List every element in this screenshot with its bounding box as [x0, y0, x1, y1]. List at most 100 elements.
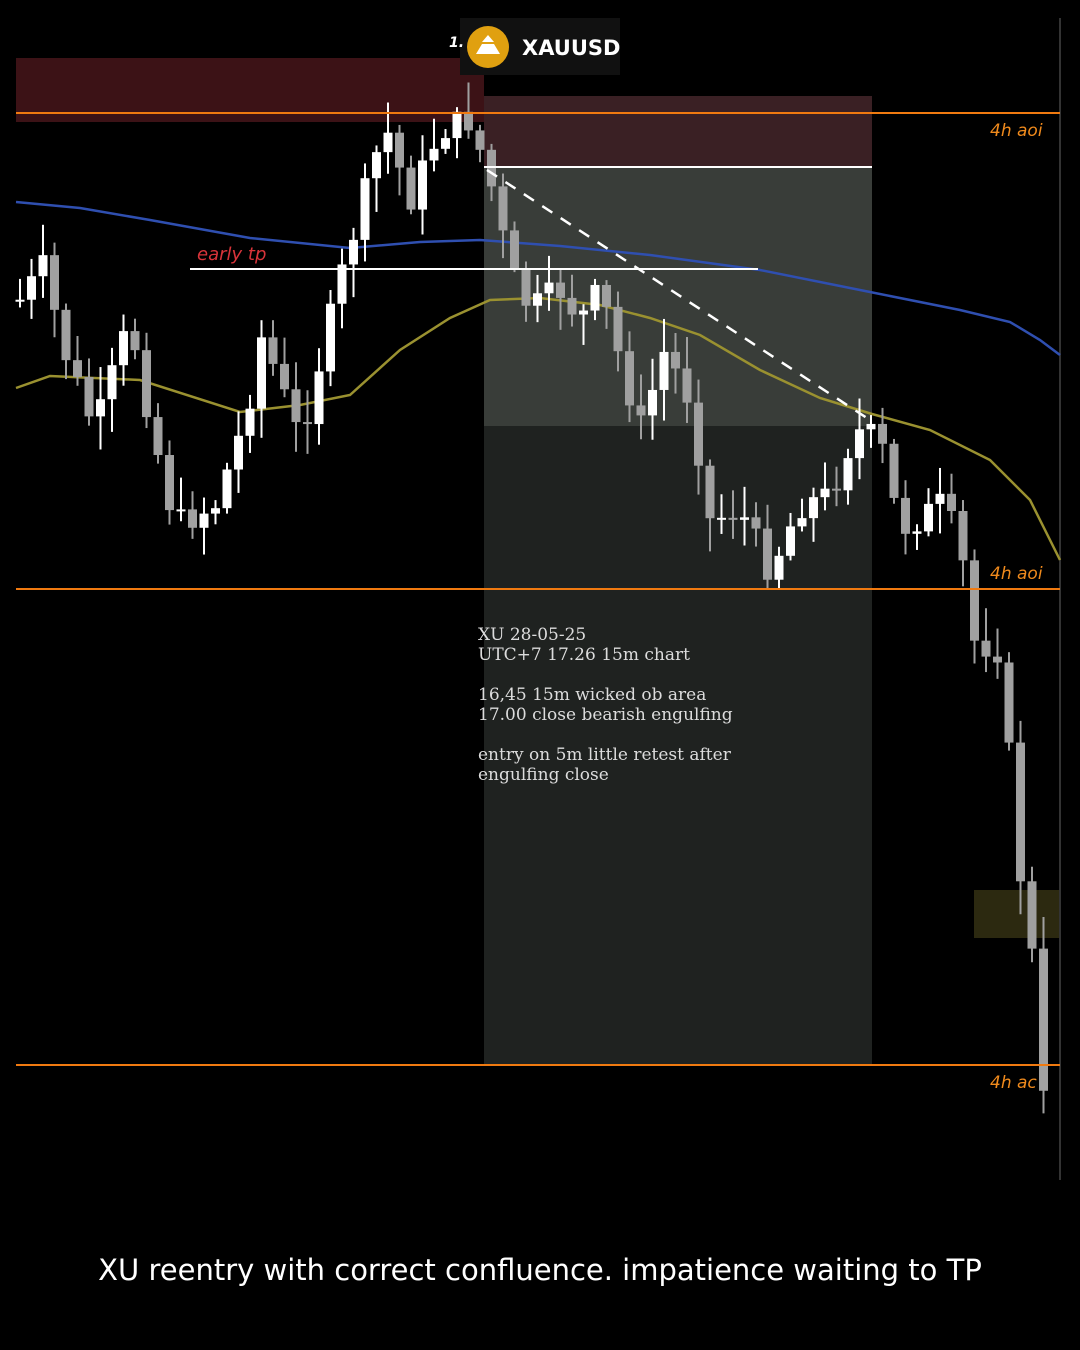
candle-body — [268, 337, 278, 364]
candle-body — [27, 276, 36, 300]
candle-body — [510, 230, 519, 269]
symbol: XAUUSD — [522, 36, 620, 60]
note-line: 16,45 15m wicked ob area — [478, 685, 706, 705]
candle-body — [843, 458, 853, 491]
candle-body — [786, 526, 795, 556]
candle-body — [234, 435, 243, 470]
candle-body — [383, 132, 393, 153]
candle-body — [590, 284, 600, 311]
candle-body — [464, 111, 473, 131]
level-label: 4h ac — [990, 1073, 1037, 1093]
candle-body — [142, 350, 151, 418]
candle-body — [176, 509, 186, 512]
candle-body — [544, 282, 554, 294]
candle-body — [130, 331, 140, 351]
candle-body — [84, 377, 94, 417]
candle-body — [418, 160, 427, 210]
candle-body — [303, 422, 312, 425]
candle-body — [73, 360, 82, 378]
candle-body — [728, 517, 738, 520]
ma-slow — [15, 200, 1061, 356]
candle-body — [452, 111, 462, 139]
candle-body — [613, 306, 623, 352]
candle-body — [280, 363, 289, 390]
candle-body — [349, 239, 358, 265]
candle-body — [924, 503, 933, 532]
candle-body — [763, 528, 772, 580]
candle-body — [602, 284, 611, 307]
supply-zone — [16, 58, 484, 122]
candle-body — [1004, 662, 1014, 743]
fvg-zone — [974, 890, 1060, 938]
candle-body — [993, 656, 1002, 663]
candle-body — [889, 443, 899, 498]
candle-body — [636, 405, 646, 416]
candle-body — [740, 517, 749, 520]
trend-line — [486, 168, 871, 422]
candle-body — [648, 389, 657, 416]
candle-body — [625, 351, 634, 406]
candle-body — [257, 337, 266, 409]
candle-body — [717, 517, 726, 520]
candle-body — [1027, 881, 1037, 949]
candle-body — [797, 518, 807, 527]
candle-body — [291, 389, 301, 423]
candle-body — [245, 408, 255, 436]
candle-body — [866, 423, 876, 430]
level-label: 4h aoi — [990, 564, 1043, 584]
candle-body — [705, 465, 715, 519]
candle-body — [659, 351, 669, 390]
candle-body — [958, 510, 968, 561]
candle-body — [50, 255, 59, 310]
candle-body — [832, 488, 841, 491]
candle-body — [671, 351, 680, 369]
candle-body — [487, 149, 496, 187]
candle-body — [360, 178, 370, 240]
candle-body — [901, 497, 910, 534]
candle-body — [395, 132, 404, 168]
target-zone — [484, 167, 872, 426]
badge-prefix: 1. — [449, 35, 464, 51]
candle-body — [567, 297, 577, 315]
candle-body — [199, 513, 209, 528]
candle-body — [326, 303, 335, 372]
candle-body — [441, 138, 450, 149]
candle-body — [475, 130, 485, 150]
candle-body — [521, 268, 531, 306]
candle-body — [947, 493, 956, 511]
candle-body — [912, 531, 922, 534]
candle-body — [153, 417, 163, 456]
candle-body — [15, 299, 25, 302]
candles — [15, 82, 1048, 1114]
candle-body — [774, 555, 784, 580]
candle-body — [96, 399, 105, 417]
candle-body — [751, 517, 761, 529]
candle-body — [682, 368, 692, 403]
candle-body — [38, 255, 48, 277]
note-line: UTC+7 17.26 15m chart — [478, 645, 690, 665]
candle-body — [820, 488, 830, 498]
candle-body — [855, 429, 864, 459]
early-tp-label: early tp — [197, 244, 266, 265]
candle-body — [406, 167, 416, 210]
candle-body — [337, 264, 347, 304]
candle-body — [556, 282, 565, 298]
stop-zone — [484, 96, 872, 167]
candle-body — [107, 365, 117, 400]
candle-body — [970, 560, 979, 641]
candle-body — [1039, 948, 1048, 1091]
candle-body — [1016, 742, 1025, 882]
candle-body — [165, 455, 174, 511]
candle-body — [935, 493, 945, 504]
note-line: 17.00 close bearish engulfing — [478, 705, 733, 725]
candle-body — [878, 423, 887, 444]
candle-body — [119, 331, 128, 366]
candle-body — [981, 640, 991, 657]
target-zone-extended — [484, 426, 872, 1065]
candle-body — [694, 402, 703, 466]
candle-body — [211, 508, 220, 514]
caption: XU reentry with correct confluence. impa… — [98, 1253, 982, 1287]
gold-bars — [476, 35, 500, 54]
